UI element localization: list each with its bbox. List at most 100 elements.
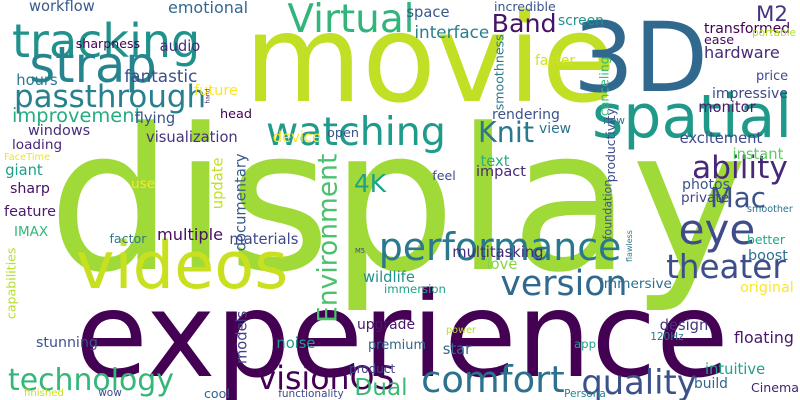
word-imax: IMAX xyxy=(14,224,49,241)
word-impact: impact xyxy=(476,163,526,180)
word-display: display xyxy=(48,87,748,317)
word-models: models xyxy=(233,310,251,364)
word-portable: portable xyxy=(752,26,796,39)
word-hardware: hardware xyxy=(704,42,780,62)
word-version: version xyxy=(500,264,628,305)
word-monitor: monitor xyxy=(698,98,756,116)
word-better: better xyxy=(747,231,785,247)
word-virtual: Virtual xyxy=(287,0,415,42)
word-hand: hand xyxy=(204,88,212,104)
word-giant: giant xyxy=(5,161,43,179)
word-update: update xyxy=(209,157,227,209)
word-windows: windows xyxy=(28,122,91,139)
word-device: device xyxy=(272,128,322,146)
word-screen: screen xyxy=(558,13,604,30)
word-feel: feel xyxy=(432,167,456,183)
word-design: design xyxy=(659,316,709,334)
word-foundation: foundation xyxy=(601,180,615,240)
word-eye: eye xyxy=(678,204,756,254)
word-premium: premium xyxy=(368,337,426,353)
word-comfort: comfort xyxy=(421,358,565,400)
word-sharpness: sharpness xyxy=(75,35,141,51)
word-visualization: visualization xyxy=(146,128,238,146)
word-smoothness: smoothness xyxy=(491,33,507,110)
word-performance: performance xyxy=(378,225,622,270)
word-build: build xyxy=(694,376,728,393)
word-flying: flying xyxy=(134,109,176,127)
word-mac: Mac xyxy=(710,181,766,215)
word-productivity: productivity xyxy=(602,107,618,183)
word-head: head xyxy=(220,106,252,122)
word-hours: hours xyxy=(16,71,58,89)
word-faster: faster xyxy=(535,53,576,70)
word-fantastic: fantastic xyxy=(124,65,198,86)
word-immersive: immersive xyxy=(600,276,672,293)
word-sharp: sharp xyxy=(10,180,50,197)
word-instant: instant xyxy=(732,145,784,163)
word-ease: ease xyxy=(704,31,734,47)
word-theater: theater xyxy=(666,248,786,287)
word-finished: finished xyxy=(24,387,64,399)
word-new: new xyxy=(603,114,625,127)
word-future: future xyxy=(194,81,239,99)
word-canceling: canceling xyxy=(596,56,612,116)
word-original: original xyxy=(740,279,794,296)
word-impressive: impressive xyxy=(712,86,788,102)
word-intuitive: intuitive xyxy=(705,360,766,378)
word-persona: Persona xyxy=(564,387,606,400)
word-love: love xyxy=(486,255,518,273)
word-price: price xyxy=(756,68,789,84)
word-stunning: stunning xyxy=(36,334,98,351)
word-smoother: smoother xyxy=(747,204,793,216)
word-star: star xyxy=(442,340,472,358)
word-wow: wow xyxy=(98,386,122,399)
word-120hz: 120Hz xyxy=(650,330,684,343)
word-power: power xyxy=(446,325,476,337)
word-videos: videos xyxy=(75,228,289,305)
word-product: product xyxy=(349,362,396,376)
word-workflow: workflow xyxy=(29,0,95,15)
word-experience: experience xyxy=(75,267,729,400)
word-photos: photos xyxy=(682,177,730,193)
word-facetime: FaceTime xyxy=(4,152,51,164)
word-materials: materials xyxy=(229,230,299,248)
word-upgrade: upgrade xyxy=(357,317,416,334)
word-spatial: spatial xyxy=(592,82,793,152)
word-rendering: rendering xyxy=(492,107,560,123)
word-app: app xyxy=(574,337,596,352)
word-view: view xyxy=(539,121,571,138)
word-3d: 3D xyxy=(573,2,708,114)
word-feature: feature xyxy=(4,203,56,220)
word-multiple: multiple xyxy=(157,224,224,244)
word-factor: factor xyxy=(109,230,147,246)
word-loading: loading xyxy=(12,137,63,154)
word-passthrough: passthrough xyxy=(14,78,207,115)
word-m5: M5 xyxy=(355,246,366,255)
word-incredible: incredible xyxy=(494,0,556,14)
word-band: Band xyxy=(491,9,557,39)
word-technology: technology xyxy=(8,363,174,399)
word-visionos: visionOS xyxy=(257,361,395,398)
word-m2: M2 xyxy=(756,2,788,28)
word-tracking: tracking xyxy=(12,14,201,68)
word-flawless: flawless xyxy=(624,230,634,262)
word-noise: noise xyxy=(276,334,316,352)
word-space: space xyxy=(406,3,450,21)
word-emotional: emotional xyxy=(168,0,249,17)
word-transformed: transformed xyxy=(704,21,791,37)
word-open: open xyxy=(327,125,359,141)
word-strap: strap xyxy=(29,35,157,94)
word-watching: watching xyxy=(266,109,446,156)
word-wildlife: wildlife xyxy=(363,268,415,286)
word-quality: quality xyxy=(581,363,697,400)
word-use: use xyxy=(131,176,156,193)
word-functionality: functionality xyxy=(278,387,344,400)
word-knit: Knit xyxy=(478,114,535,149)
word-floating: floating xyxy=(734,328,794,348)
word-immersion: immersion xyxy=(384,282,446,297)
word-ability: ability xyxy=(692,150,788,187)
word-multitasking: multitasking xyxy=(452,243,544,261)
word-improvement: improvement xyxy=(12,104,143,128)
word-interface: interface xyxy=(414,21,490,42)
